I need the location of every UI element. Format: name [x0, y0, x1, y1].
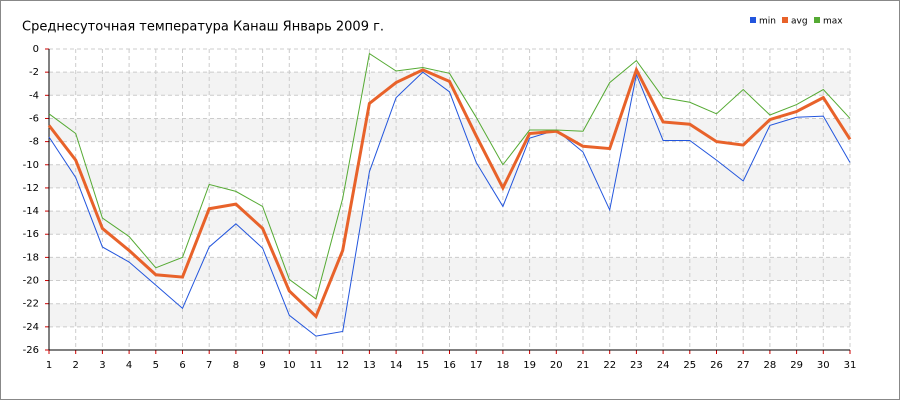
legend-swatch	[750, 17, 756, 23]
legend-label: avg	[791, 17, 808, 27]
y-tick-label: -22	[23, 299, 39, 310]
y-tick-label: -20	[23, 276, 39, 287]
x-tick-label: 21	[577, 360, 590, 371]
x-tick-label: 27	[737, 360, 750, 371]
x-tick-label: 13	[363, 360, 376, 371]
y-tick-label: 0	[33, 44, 39, 55]
series-line	[47, 65, 852, 320]
series-line	[48, 52, 851, 300]
x-tick-label: 18	[497, 360, 510, 371]
x-tick-label: 5	[153, 360, 159, 371]
y-tick-label: -24	[23, 322, 39, 333]
y-tick-label: -26	[23, 345, 39, 356]
y-tick-label: -8	[29, 137, 39, 148]
legend-label: max	[823, 17, 843, 27]
x-tick-label: 20	[550, 360, 563, 371]
x-tick-label: 1	[46, 360, 52, 371]
band	[49, 118, 850, 142]
y-tick-label: -18	[23, 252, 39, 263]
y-tick-label: -16	[23, 229, 39, 240]
x-tick-label: 11	[310, 360, 323, 371]
series-line	[48, 71, 851, 337]
x-tick-label: 23	[630, 360, 643, 371]
x-tick-label: 17	[470, 360, 483, 371]
x-tick-label: 28	[764, 360, 777, 371]
y-tick-label: -2	[29, 67, 39, 78]
x-tick-label: 25	[683, 360, 696, 371]
y-tick-label: -4	[29, 90, 39, 101]
x-tick-label: 9	[259, 360, 265, 371]
x-tick-label: 30	[817, 360, 830, 371]
legend-label: min	[759, 17, 776, 27]
x-tick-label: 10	[283, 360, 296, 371]
x-tick-label: 26	[710, 360, 723, 371]
x-tick-label: 31	[844, 360, 857, 371]
y-tick-label: -14	[23, 206, 39, 217]
chart-title: Среднесуточная температура Канаш Январь …	[22, 20, 384, 35]
x-tick-label: 6	[179, 360, 185, 371]
y-tick-label: -6	[29, 113, 39, 124]
x-tick-label: 4	[126, 360, 132, 371]
y-tick-label: -12	[23, 183, 39, 194]
legend-swatch	[782, 17, 788, 23]
legend-swatch	[814, 17, 820, 23]
x-tick-label: 7	[206, 360, 212, 371]
x-tick-label: 3	[99, 360, 105, 371]
x-tick-label: 16	[443, 360, 456, 371]
x-tick-label: 8	[233, 360, 239, 371]
x-tick-label: 12	[336, 360, 349, 371]
x-tick-label: 29	[790, 360, 803, 371]
x-tick-label: 14	[390, 360, 403, 371]
band	[49, 211, 850, 235]
x-tick-label: 19	[523, 360, 536, 371]
x-tick-label: 24	[657, 360, 670, 371]
x-tick-label: 15	[416, 360, 429, 371]
x-tick-label: 2	[73, 360, 79, 371]
y-tick-label: -10	[23, 160, 39, 171]
x-tick-label: 22	[603, 360, 616, 371]
